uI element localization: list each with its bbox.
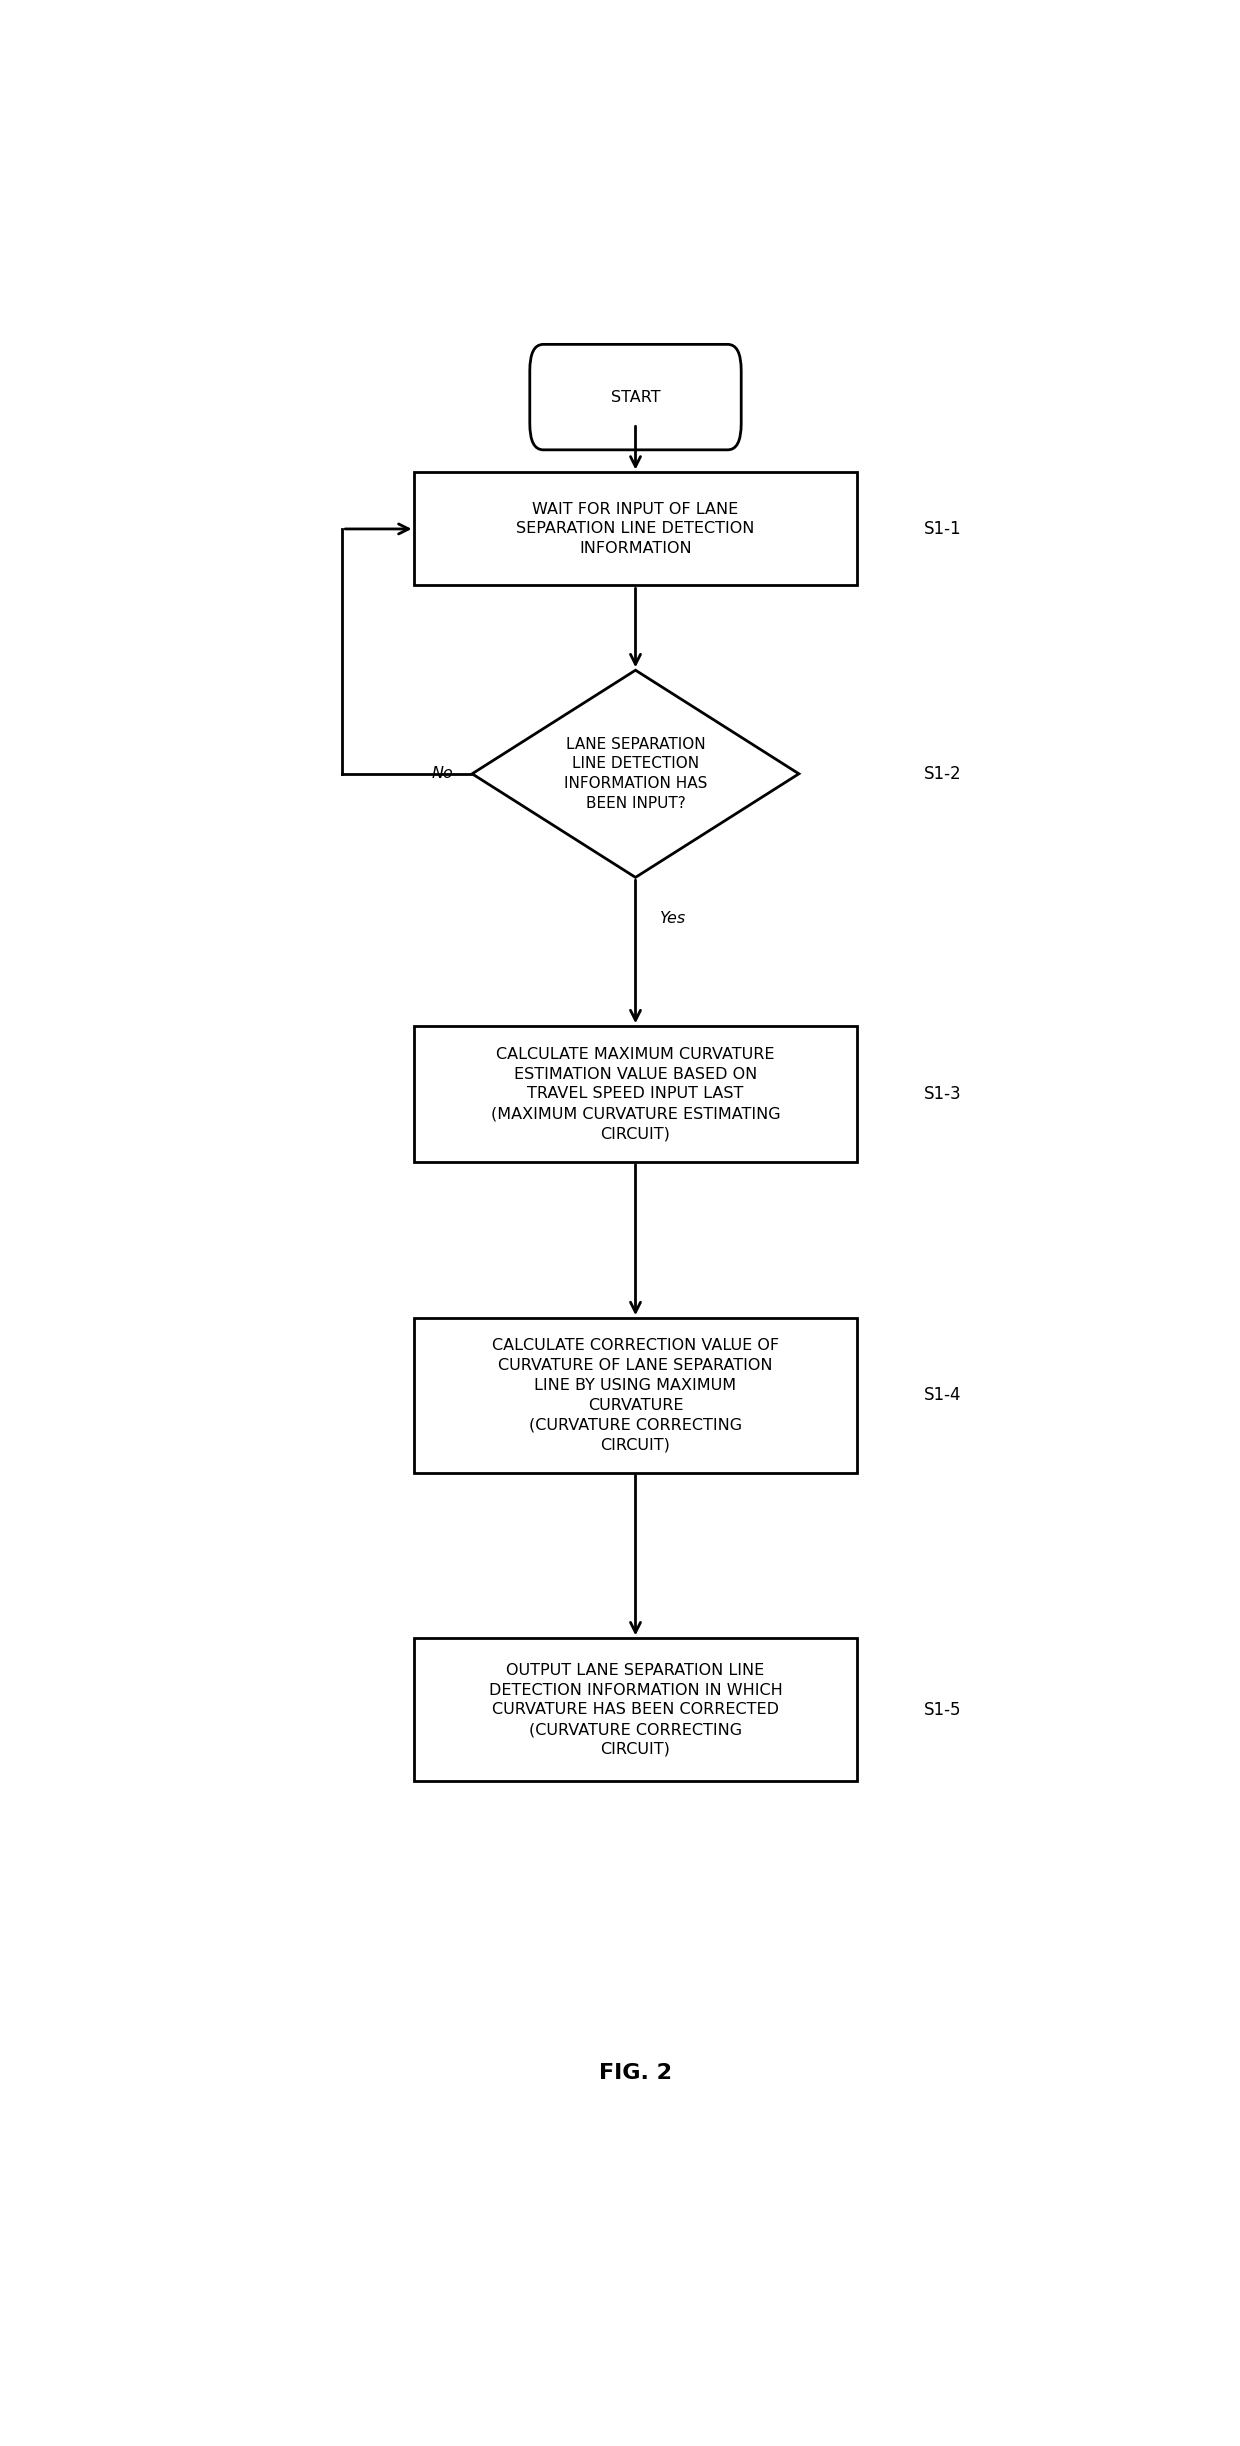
Bar [414, 472, 857, 585]
Polygon shape [472, 670, 799, 878]
Text: LANE SEPARATION
LINE DETECTION
INFORMATION HAS
BEEN INPUT?: LANE SEPARATION LINE DETECTION INFORMATI… [564, 736, 707, 812]
Bar [414, 1027, 857, 1162]
Bar [414, 1318, 857, 1472]
Text: WAIT FOR INPUT OF LANE
SEPARATION LINE DETECTION
INFORMATION: WAIT FOR INPUT OF LANE SEPARATION LINE D… [516, 501, 755, 555]
Text: CALCULATE CORRECTION VALUE OF
CURVATURE OF LANE SEPARATION
LINE BY USING MAXIMUM: CALCULATE CORRECTION VALUE OF CURVATURE … [492, 1338, 779, 1453]
Text: S1-2: S1-2 [924, 766, 961, 783]
Text: S1-4: S1-4 [924, 1387, 961, 1404]
Text: OUTPUT LANE SEPARATION LINE
DETECTION INFORMATION IN WHICH
CURVATURE HAS BEEN CO: OUTPUT LANE SEPARATION LINE DETECTION IN… [489, 1663, 782, 1756]
Text: S1-5: S1-5 [924, 1700, 961, 1720]
Bar [414, 1639, 857, 1781]
Text: S1-1: S1-1 [924, 521, 961, 538]
Text: No: No [432, 766, 453, 780]
FancyBboxPatch shape [529, 345, 742, 450]
Text: Yes: Yes [660, 912, 686, 927]
Text: START: START [610, 389, 661, 404]
Text: CALCULATE MAXIMUM CURVATURE
ESTIMATION VALUE BASED ON
TRAVEL SPEED INPUT LAST
(M: CALCULATE MAXIMUM CURVATURE ESTIMATION V… [491, 1047, 780, 1142]
Text: S1-3: S1-3 [924, 1086, 961, 1103]
Text: FIG. 2: FIG. 2 [599, 2064, 672, 2084]
